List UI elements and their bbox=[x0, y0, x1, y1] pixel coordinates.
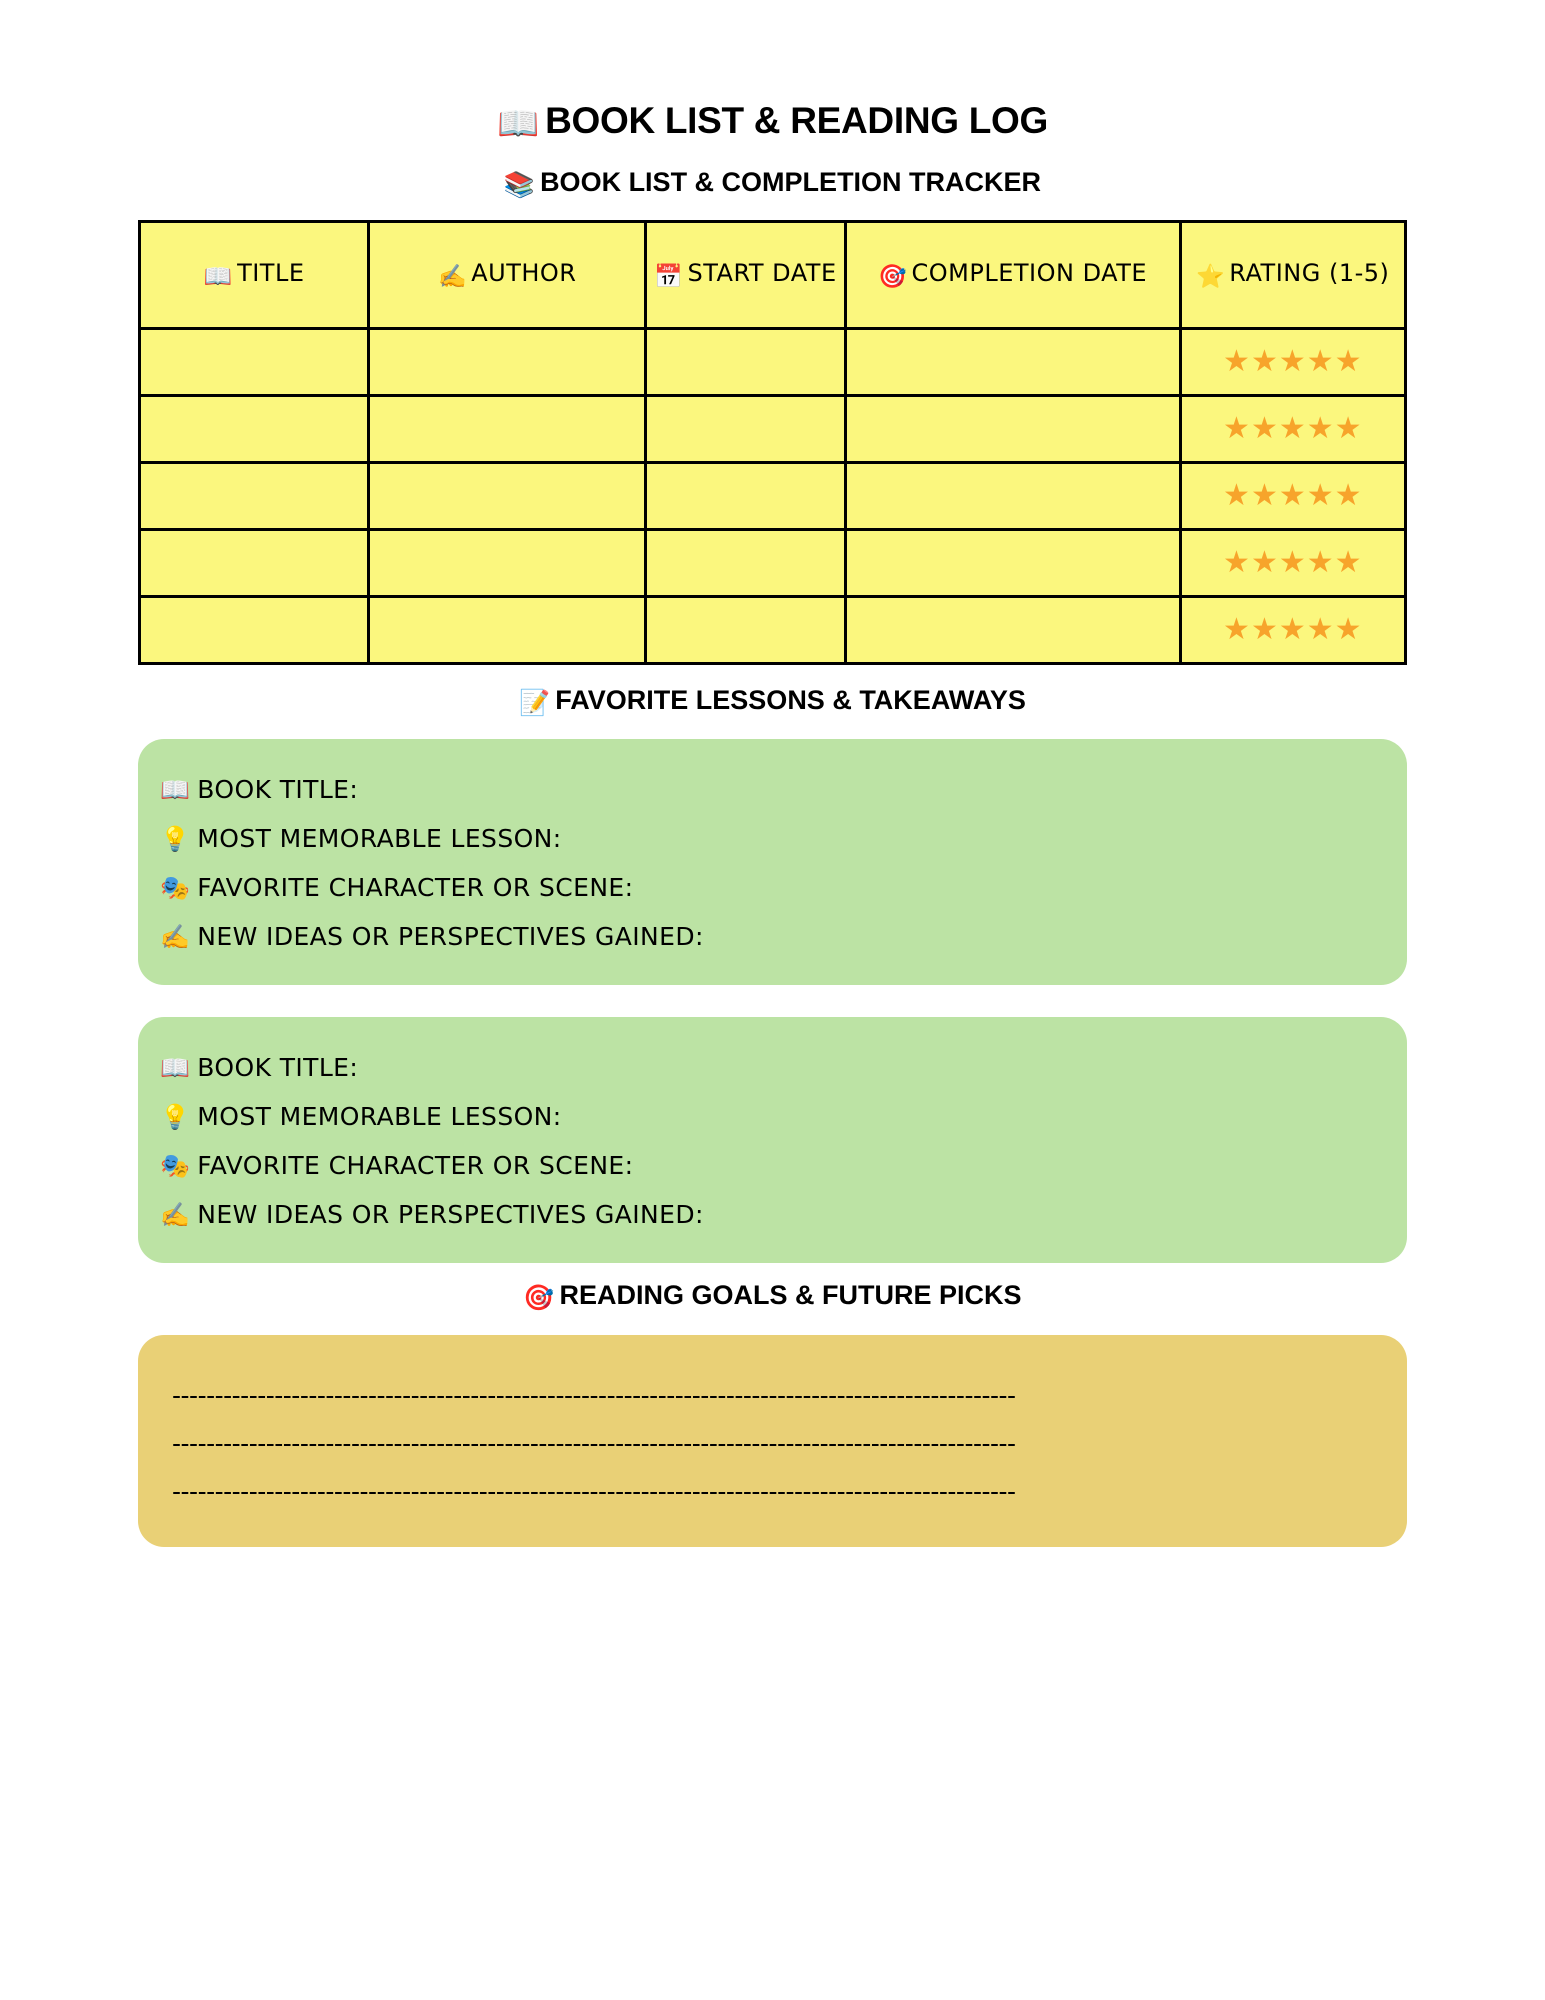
lesson-entry-panel[interactable]: 📖 BOOK TITLE: __________________________… bbox=[138, 1017, 1407, 1264]
table-row: ★★★★★ bbox=[137, 527, 1408, 598]
writing-hand-icon: ✍️ bbox=[438, 263, 468, 290]
light-bulb-icon: 💡 bbox=[160, 825, 191, 854]
performing-arts-icon: 🎭 bbox=[160, 1152, 191, 1181]
tracker-section-heading: 📚 BOOK LIST & COMPLETION TRACKER bbox=[138, 143, 1407, 220]
table-body: ★★★★★ ★★★★★ ★★★★★ ★★★★★ ★★★★★ bbox=[137, 326, 1408, 665]
cell-completion-date[interactable] bbox=[843, 393, 1182, 464]
field-label: MOST MEMORABLE LESSON: bbox=[197, 1102, 562, 1132]
cell-author[interactable] bbox=[367, 594, 648, 665]
memo-icon: 📝 bbox=[519, 688, 551, 717]
cell-title[interactable] bbox=[137, 393, 371, 464]
page-title-text: BOOK LIST & READING LOG bbox=[545, 100, 1048, 141]
page-title: 📖 BOOK LIST & READING LOG bbox=[138, 0, 1407, 143]
write-in-line[interactable]: _______________________________________ bbox=[645, 1153, 1114, 1179]
write-in-line[interactable]: ____________________________________ bbox=[715, 1202, 1149, 1228]
write-in-line[interactable]: ________________________________________… bbox=[370, 1055, 1115, 1081]
cell-author[interactable] bbox=[367, 527, 648, 598]
table-row: ★★★★★ bbox=[137, 326, 1408, 397]
writing-hand-icon: ✍️ bbox=[160, 1201, 191, 1230]
table-header-row: 📖 TITLE ✍️ AUTHOR 📅 START DATE 🎯 COMPLETION … bbox=[137, 219, 1408, 330]
cell-completion-date[interactable] bbox=[843, 326, 1182, 397]
cell-completion-date[interactable] bbox=[843, 527, 1182, 598]
cell-rating-stars[interactable]: ★★★★★ bbox=[1178, 460, 1408, 531]
field-new-ideas-or-perspectives[interactable]: ✍️ NEW IDEAS OR PERSPECTIVES GAINED: ___… bbox=[160, 912, 1377, 961]
write-in-line[interactable]: ________________________________________… bbox=[370, 777, 1115, 803]
goals-section-heading: 🎯 READING GOALS & FUTURE PICKS bbox=[138, 1263, 1407, 1335]
write-in-line[interactable]: ----------------------------------------… bbox=[172, 1382, 1016, 1410]
lesson-entry-panel[interactable]: 📖 BOOK TITLE: __________________________… bbox=[138, 739, 1407, 986]
cell-start-date[interactable] bbox=[644, 393, 847, 464]
column-header-rating-text: RATING (1-5) bbox=[1229, 258, 1390, 287]
light-bulb-icon: 💡 bbox=[160, 1103, 191, 1132]
cell-completion-date[interactable] bbox=[843, 594, 1182, 665]
field-new-ideas-or-perspectives[interactable]: ✍️ NEW IDEAS OR PERSPECTIVES GAINED: ___… bbox=[160, 1190, 1377, 1239]
cell-start-date[interactable] bbox=[644, 594, 847, 665]
open-book-icon: 📖 bbox=[160, 1054, 191, 1083]
cell-rating-stars[interactable]: ★★★★★ bbox=[1178, 594, 1408, 665]
field-label: FAVORITE CHARACTER OR SCENE: bbox=[197, 1151, 634, 1181]
column-header-completion-date-text: COMPLETION DATE bbox=[911, 258, 1148, 287]
book-tracker-table: 📖 TITLE ✍️ AUTHOR 📅 START DATE 🎯 COMPLETION … bbox=[137, 219, 1408, 665]
write-in-line[interactable]: ________________________________________… bbox=[573, 826, 1163, 852]
cell-title[interactable] bbox=[137, 594, 371, 665]
star-icon: ⭐ bbox=[1196, 263, 1226, 290]
write-in-line[interactable]: ____________________________________ bbox=[715, 924, 1149, 950]
cell-title[interactable] bbox=[137, 460, 371, 531]
field-book-title[interactable]: 📖 BOOK TITLE: __________________________… bbox=[160, 765, 1377, 814]
target-icon: 🎯 bbox=[878, 263, 908, 290]
field-favorite-character-or-scene[interactable]: 🎭 FAVORITE CHARACTER OR SCENE: _________… bbox=[160, 863, 1377, 912]
table-row: ★★★★★ bbox=[137, 460, 1408, 531]
cell-rating-stars[interactable]: ★★★★★ bbox=[1178, 326, 1408, 397]
field-most-memorable-lesson[interactable]: 💡 MOST MEMORABLE LESSON: _______________… bbox=[160, 1092, 1377, 1141]
column-header-author: ✍️ AUTHOR bbox=[367, 219, 648, 330]
open-book-icon: 📖 bbox=[160, 776, 191, 805]
write-in-line[interactable]: ----------------------------------------… bbox=[172, 1430, 1016, 1458]
performing-arts-icon: 🎭 bbox=[160, 874, 191, 903]
table-row: ★★★★★ bbox=[137, 393, 1408, 464]
table-row: ★★★★★ bbox=[137, 594, 1408, 665]
reading-goals-panel[interactable]: ----------------------------------------… bbox=[138, 1334, 1407, 1547]
cell-author[interactable] bbox=[367, 460, 648, 531]
column-header-rating: ⭐ RATING (1-5) bbox=[1178, 219, 1408, 330]
writing-hand-icon: ✍️ bbox=[160, 923, 191, 952]
cell-title[interactable] bbox=[137, 527, 371, 598]
field-label: MOST MEMORABLE LESSON: bbox=[197, 824, 562, 854]
field-label: NEW IDEAS OR PERSPECTIVES GAINED: bbox=[197, 1200, 704, 1230]
field-label: BOOK TITLE: bbox=[197, 775, 359, 805]
calendar-icon: 📅 bbox=[654, 263, 684, 290]
cell-title[interactable] bbox=[137, 326, 371, 397]
goals-heading-text: READING GOALS & FUTURE PICKS bbox=[559, 1280, 1022, 1311]
field-label: FAVORITE CHARACTER OR SCENE: bbox=[197, 873, 634, 903]
cell-start-date[interactable] bbox=[644, 326, 847, 397]
write-in-line[interactable]: _______________________________________ bbox=[645, 875, 1114, 901]
write-in-line[interactable]: ----------------------------------------… bbox=[172, 1478, 1016, 1506]
stacked-books-icon: 📚 bbox=[503, 171, 536, 200]
column-header-title: 📖 TITLE bbox=[137, 219, 371, 330]
cell-completion-date[interactable] bbox=[843, 460, 1182, 531]
lessons-heading-text: FAVORITE LESSONS & TAKEAWAYS bbox=[555, 684, 1026, 715]
tracker-heading-text: BOOK LIST & COMPLETION TRACKER bbox=[540, 167, 1042, 198]
column-header-start-date: 📅 START DATE bbox=[644, 219, 847, 330]
cell-rating-stars[interactable]: ★★★★★ bbox=[1178, 527, 1408, 598]
cell-author[interactable] bbox=[367, 393, 648, 464]
column-header-start-date-text: START DATE bbox=[687, 258, 837, 287]
lessons-section-heading: 📝 FAVORITE LESSONS & TAKEAWAYS bbox=[138, 665, 1407, 740]
column-header-author-text: AUTHOR bbox=[471, 258, 577, 287]
target-icon: 🎯 bbox=[523, 1284, 555, 1313]
column-header-completion-date: 🎯 COMPLETION DATE bbox=[843, 219, 1182, 330]
cell-start-date[interactable] bbox=[644, 460, 847, 531]
field-label: BOOK TITLE: bbox=[197, 1053, 359, 1083]
cell-start-date[interactable] bbox=[644, 527, 847, 598]
column-header-title-text: TITLE bbox=[237, 258, 305, 287]
write-in-line[interactable]: ________________________________________… bbox=[573, 1104, 1163, 1130]
open-book-icon: 📖 bbox=[497, 105, 540, 143]
cell-rating-stars[interactable]: ★★★★★ bbox=[1178, 393, 1408, 464]
open-book-icon: 📖 bbox=[203, 263, 234, 290]
cell-author[interactable] bbox=[367, 326, 648, 397]
field-label: NEW IDEAS OR PERSPECTIVES GAINED: bbox=[197, 922, 704, 952]
field-favorite-character-or-scene[interactable]: 🎭 FAVORITE CHARACTER OR SCENE: _________… bbox=[160, 1141, 1377, 1190]
field-most-memorable-lesson[interactable]: 💡 MOST MEMORABLE LESSON: _______________… bbox=[160, 814, 1377, 863]
field-book-title[interactable]: 📖 BOOK TITLE: __________________________… bbox=[160, 1043, 1377, 1092]
